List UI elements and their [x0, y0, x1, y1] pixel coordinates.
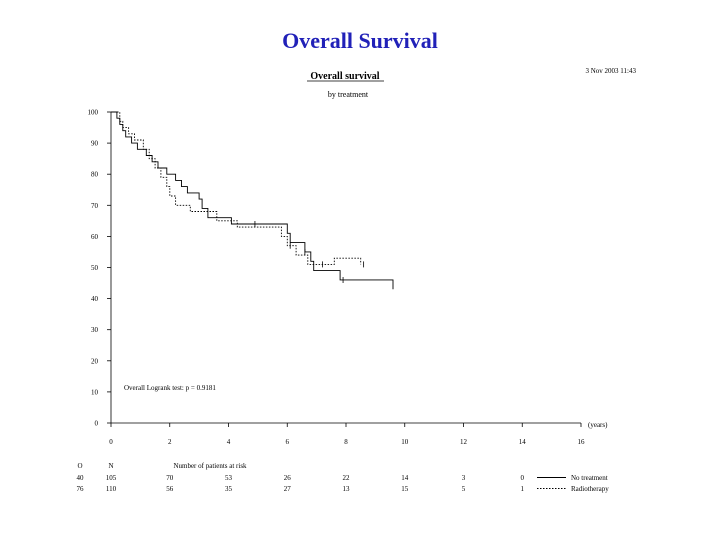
risk-row-total: 105 [106, 474, 117, 482]
risk-col-o-header: O [77, 462, 82, 470]
x-tick-label: 14 [519, 438, 527, 446]
axes: 0 10 20 30 40 50 60 70 80 90 100 0 2 4 6 8 10 12 14 16 [88, 109, 586, 447]
y-tick-label: 0 [95, 420, 99, 428]
logrank-annotation: Overall Logrank test: p = 0.9181 [124, 384, 216, 392]
risk-count: 70 [166, 474, 174, 482]
y-tick-label: 50 [91, 264, 99, 272]
x-tick-label: 6 [286, 438, 290, 446]
risk-row-observed: 76 [77, 485, 85, 493]
x-tick-label: 2 [168, 438, 172, 446]
risk-count: 3 [462, 474, 466, 482]
x-axis-label: (years) [588, 421, 608, 429]
x-tick-label: 0 [109, 438, 113, 446]
risk-count: 27 [284, 485, 292, 493]
risk-count: 5 [462, 485, 466, 493]
risk-row-observed: 40 [77, 474, 85, 482]
series-no-treatment-curve [111, 111, 394, 290]
risk-col-n-header: N [108, 462, 113, 470]
legend-label: Radiotherapy [571, 485, 609, 493]
y-tick-label: 100 [88, 109, 99, 117]
slide-title: Overall Survival [282, 28, 438, 53]
x-tick-label: 10 [401, 438, 409, 446]
y-tick-label: 10 [91, 388, 99, 396]
x-tick-label: 8 [344, 438, 348, 446]
risk-count: 13 [343, 485, 351, 493]
y-tick-label: 90 [91, 140, 99, 148]
y-tick-label: 80 [91, 171, 99, 179]
x-tick-label: 12 [460, 438, 468, 446]
risk-count: 26 [284, 474, 292, 482]
x-tick-label: 4 [227, 438, 231, 446]
risk-count: 35 [225, 485, 233, 493]
chart-subtitle: by treatment [328, 90, 369, 99]
risk-count: 15 [401, 485, 409, 493]
risk-count: 14 [401, 474, 409, 482]
risk-count: 56 [166, 485, 174, 493]
legend-label: No treatment [571, 474, 608, 482]
risk-count: 0 [521, 474, 525, 482]
y-tick-label: 60 [91, 233, 99, 241]
y-tick-label: 40 [91, 295, 99, 303]
risk-count: 22 [343, 474, 351, 482]
x-tick-label: 16 [578, 438, 586, 446]
risk-row-total: 110 [106, 485, 117, 493]
y-tick-label: 30 [91, 326, 99, 334]
risk-table-header: Number of patients at risk [173, 462, 247, 470]
series-radiotherapy-curve [111, 111, 362, 265]
risk-count: 1 [521, 485, 525, 493]
y-tick-label: 70 [91, 202, 99, 210]
series-layer [111, 111, 394, 290]
chart-title: Overall survival [310, 71, 379, 82]
date-stamp: 3 Nov 2003 11:43 [586, 67, 637, 75]
y-tick-label: 20 [91, 357, 99, 365]
risk-count: 53 [225, 474, 233, 482]
